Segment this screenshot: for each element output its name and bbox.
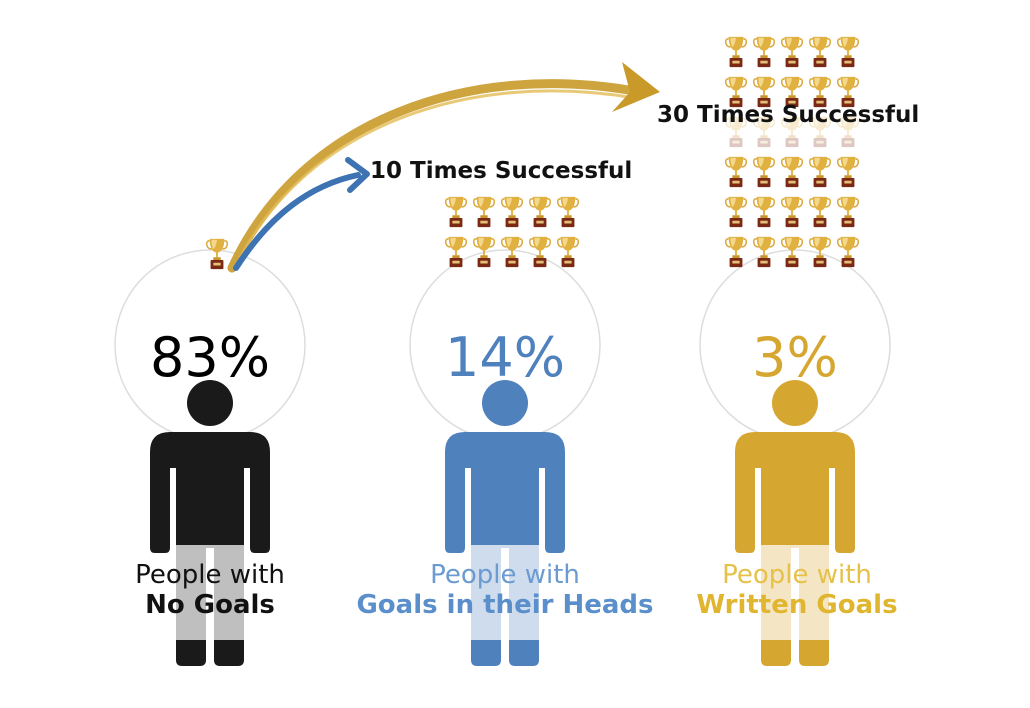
trophy-icon: [837, 156, 859, 188]
trophy-icon: [725, 36, 747, 68]
trophy-icon: [725, 196, 747, 228]
trophy-icon: [753, 36, 775, 68]
trophy-icon: [781, 36, 803, 68]
trophy-icon: [445, 196, 467, 228]
trophy-icon: [837, 196, 859, 228]
leg-fade-overlay: [174, 545, 246, 640]
trophy-icon: [501, 196, 523, 228]
trophy-icon: [809, 156, 831, 188]
caption-line1: People with: [430, 560, 580, 590]
leg-fade-overlay: [469, 545, 541, 640]
trophy-icon: [557, 196, 579, 228]
trophy-icon: [781, 156, 803, 188]
percent-goals-heads: 14%: [444, 326, 566, 389]
caption-line1: People with: [135, 560, 285, 590]
caption-written-goals: People with Written Goals: [647, 560, 947, 620]
trophy-icon: [753, 156, 775, 188]
percent-no-goals: 83%: [149, 326, 271, 389]
trophy-icon: [725, 156, 747, 188]
leg-fade-overlay: [759, 545, 831, 640]
gold-arrow-curve-highlight: [238, 89, 636, 259]
thirty-times-label: 30 Times Successful: [657, 102, 920, 128]
trophy-icon: [809, 36, 831, 68]
blue-arrow-head: [345, 157, 370, 193]
caption-line2: Written Goals: [696, 590, 898, 620]
trophy-icon: [557, 236, 579, 268]
gold-arrow-head: [612, 62, 660, 112]
trophy-icon: [725, 236, 747, 268]
blue-arrow-curve: [233, 172, 361, 271]
caption-no-goals: People with No Goals: [60, 560, 360, 620]
caption-line2: Goals in their Heads: [356, 590, 654, 620]
trophy-icon: [781, 196, 803, 228]
trophy-icon: [473, 196, 495, 228]
ten-times-label: 10 Times Successful: [370, 158, 633, 184]
caption-line1: People with: [722, 560, 872, 590]
caption-goals-heads: People with Goals in their Heads: [355, 560, 655, 620]
percent-written-goals: 3%: [752, 326, 838, 389]
trophy-icon: [753, 196, 775, 228]
caption-line2: No Goals: [145, 590, 275, 620]
trophy-icon: [809, 196, 831, 228]
trophy-icon: [837, 36, 859, 68]
gold-arrow-curve: [227, 79, 645, 273]
trophy-icon: [529, 196, 551, 228]
